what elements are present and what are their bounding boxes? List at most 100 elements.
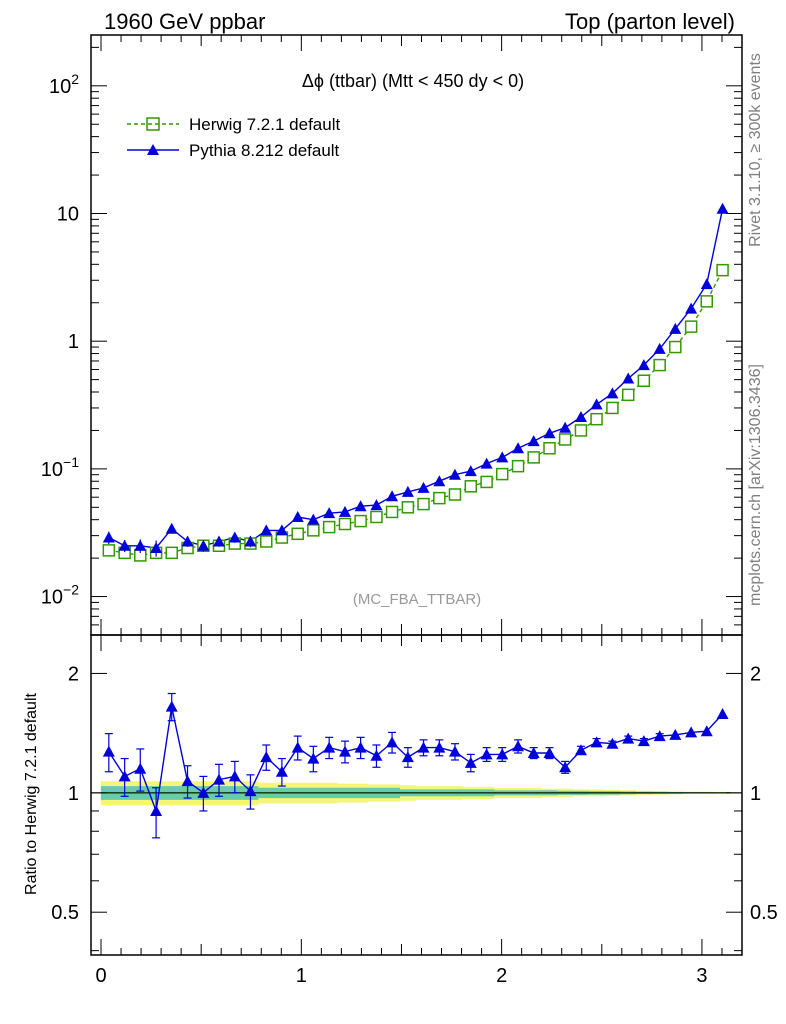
pythia-ratio-point — [212, 773, 225, 785]
herwig-point — [543, 442, 556, 455]
pythia-ratio-point — [291, 741, 304, 753]
pythia-point — [527, 435, 540, 447]
pythia-ratio-point — [197, 786, 210, 798]
herwig-point — [700, 295, 713, 308]
pythia-ratio-point — [480, 748, 493, 760]
herwig-point — [495, 467, 509, 481]
legend: Herwig 7.2.1 default Pythia 8.212 defaul… — [127, 115, 340, 160]
pythia-point — [134, 539, 147, 551]
pythia-ratio-point — [669, 728, 682, 740]
main-y-tick-labels: 10−2 10−1 1 10 102 — [41, 71, 79, 609]
ratio-x-tick-labels: 0 1 2 3 — [95, 965, 707, 987]
pythia-ratio-point — [590, 736, 603, 748]
pythia-ratio-point — [574, 744, 587, 756]
pythia-point — [228, 531, 241, 543]
pythia-ratio-point — [260, 751, 273, 763]
pythia-point — [370, 499, 383, 511]
ratio-x-tick-label: 2 — [496, 965, 507, 987]
pythia-point — [543, 427, 556, 439]
pythia-point — [307, 513, 320, 525]
pythia-point — [197, 539, 210, 551]
pythia-point — [637, 359, 650, 371]
pythia-ratio-point — [637, 735, 650, 747]
pythia-ratio-point — [716, 708, 729, 720]
pythia-ratio-line — [108, 706, 724, 814]
ratio-y-tick-label-right: 0.5 — [750, 902, 778, 924]
herwig-point — [354, 514, 367, 528]
herwig-point — [684, 320, 698, 333]
herwig-point — [669, 340, 682, 354]
pythia-point — [716, 202, 729, 214]
ratio-y-tick-label-left: 0.5 — [51, 902, 79, 924]
pythia-line — [108, 208, 724, 549]
pythia-ratio-point — [354, 741, 367, 753]
ratio-y-tick-label-left: 2 — [68, 663, 79, 685]
pythia-point — [118, 539, 131, 551]
pythia-point — [512, 442, 525, 454]
pythia-ratio-point — [559, 761, 572, 773]
pythia-ratio-point — [700, 725, 713, 737]
legend-herwig: Herwig 7.2.1 default — [127, 115, 340, 134]
header-right: Top (parton level) — [565, 9, 735, 34]
main-axis-ticks — [91, 35, 742, 636]
pythia-ratio-point — [496, 748, 509, 760]
herwig-point — [322, 520, 336, 534]
herwig-point — [260, 535, 273, 548]
pythia-ratio-point — [228, 770, 241, 782]
pythia-ratio-point — [386, 736, 399, 748]
main-y-tick-label: 102 — [49, 71, 79, 98]
main-y-tick-label: 10−2 — [41, 582, 79, 609]
herwig-point — [606, 401, 619, 415]
pythia-point — [622, 372, 635, 384]
pythia-point — [275, 524, 288, 536]
legend-herwig-marker — [146, 117, 160, 131]
ratio-axis-ticks — [91, 635, 742, 955]
legend-pythia-label: Pythia 8.212 default — [189, 141, 340, 160]
pythia-point — [574, 410, 587, 422]
pythia-point — [496, 451, 509, 463]
ratio-x-tick-label: 3 — [696, 965, 707, 987]
ratio-plot-panel: 0.5 0.5 1 1 2 2 0 1 2 3 Ratio to Herwig 7.2.1 de… — [23, 634, 778, 987]
pythia-ratio-point — [338, 745, 351, 757]
pythia-point — [338, 505, 351, 517]
herwig-point — [370, 510, 383, 524]
mcplots-label: mcplots.cern.ch [arXiv:1306.3436] — [747, 364, 764, 606]
pythia-ratio-point — [653, 730, 666, 742]
herwig-point — [385, 505, 399, 519]
herwig-point — [165, 546, 178, 560]
pythia-point — [433, 475, 446, 487]
pythia-point — [590, 398, 603, 410]
legend-herwig-label: Herwig 7.2.1 default — [189, 115, 340, 134]
herwig-point — [653, 358, 666, 372]
pythia-point — [464, 465, 477, 477]
analysis-tag: (MC_FBA_TTBAR) — [353, 591, 481, 608]
herwig-point — [401, 501, 415, 514]
main-plot-title: Δϕ (ttbar) (Mtt < 450 dy < 0) — [302, 71, 524, 91]
pythia-ratio-point — [323, 741, 336, 753]
pythia-point — [559, 421, 572, 433]
pythia-point — [685, 302, 698, 314]
pythia-ratio-point — [150, 804, 163, 816]
main-y-tick-label: 10−1 — [41, 454, 79, 481]
pythia-ratio-point — [102, 745, 115, 757]
ratio-x-tick-label: 1 — [296, 965, 307, 987]
pythia-point — [401, 485, 414, 497]
herwig-point — [558, 433, 572, 446]
legend-pythia-marker — [147, 144, 159, 155]
ratio-y-tick-label-right: 2 — [750, 663, 761, 685]
pythia-ratio-point — [165, 700, 178, 712]
pythia-ratio-point — [307, 752, 320, 764]
main-y-tick-label: 1 — [68, 331, 79, 353]
pythia-point — [417, 481, 430, 493]
herwig-line — [108, 269, 724, 557]
pythia-point — [480, 457, 493, 469]
pythia-point — [244, 535, 257, 547]
herwig-point — [716, 263, 729, 277]
pythia-point — [181, 535, 194, 547]
herwig-point — [637, 374, 651, 387]
herwig-point — [464, 480, 478, 493]
pythia-ratio-point — [433, 741, 446, 753]
pythia-ratio-point — [275, 765, 288, 777]
pythia-point — [102, 531, 115, 543]
pythia-point — [323, 507, 336, 519]
